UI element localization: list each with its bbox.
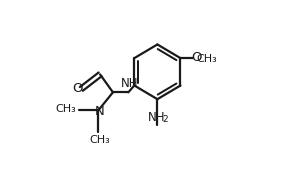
Text: CH₃: CH₃ bbox=[89, 135, 110, 145]
Text: NH: NH bbox=[120, 77, 138, 90]
Text: CH₃: CH₃ bbox=[196, 54, 217, 64]
Text: O: O bbox=[72, 82, 82, 95]
Text: NH: NH bbox=[147, 111, 165, 124]
Text: O: O bbox=[191, 51, 202, 64]
Text: CH₃: CH₃ bbox=[55, 104, 76, 114]
Text: N: N bbox=[94, 105, 104, 118]
Text: 2: 2 bbox=[162, 115, 168, 124]
